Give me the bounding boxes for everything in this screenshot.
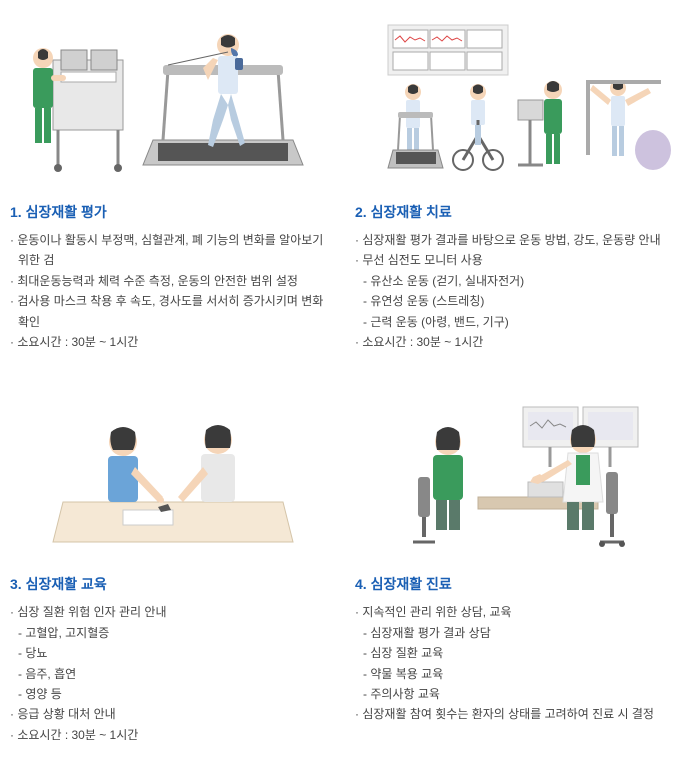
bullet-item: · 응급 상황 대처 안내 <box>10 704 335 724</box>
bullet-item: - 유연성 운동 (스트레칭) <box>355 291 680 311</box>
bullet-item: · 운동이나 활동시 부정맥, 심혈관계, 폐 기능의 변화를 알아보기 위한 … <box>10 230 335 271</box>
bullet-item: - 심장 질환 교육 <box>355 643 680 663</box>
bullet-list: · 심장재활 평가 결과를 바탕으로 운동 방법, 강도, 운동량 안내· 무선… <box>355 230 680 352</box>
bullet-list: · 지속적인 관리 위한 상담, 교육- 심장재활 평가 결과 상담- 심장 질… <box>355 602 680 724</box>
section-title: 4. 심장재활 진료 <box>355 574 680 594</box>
bullet-item: - 고혈압, 고지혈증 <box>10 623 335 643</box>
illustration-doctor-consultation <box>355 382 680 562</box>
bullet-item: - 근력 운동 (아령, 밴드, 기구) <box>355 312 680 332</box>
bullet-item: - 음주, 흡연 <box>10 664 335 684</box>
bullet-item: · 소요시간 : 30분 ~ 1시간 <box>355 332 680 352</box>
section-education: 3. 심장재활 교육 · 심장 질환 위험 인자 관리 안내- 고혈압, 고지혈… <box>10 382 335 745</box>
infographic-grid: 1. 심장재활 평가 · 운동이나 활동시 부정맥, 심혈관계, 폐 기능의 변… <box>10 10 680 745</box>
illustration-nurse-consultation <box>10 382 335 562</box>
bullet-item: · 지속적인 관리 위한 상담, 교육 <box>355 602 680 622</box>
section-title: 2. 심장재활 치료 <box>355 202 680 222</box>
section-clinic: 4. 심장재활 진료 · 지속적인 관리 위한 상담, 교육- 심장재활 평가 … <box>355 382 680 745</box>
bullet-item: - 영양 등 <box>10 684 335 704</box>
section-evaluation: 1. 심장재활 평가 · 운동이나 활동시 부정맥, 심혈관계, 폐 기능의 변… <box>10 10 335 352</box>
bullet-item: - 당뇨 <box>10 643 335 663</box>
bullet-item: - 약물 복용 교육 <box>355 664 680 684</box>
bullet-item: · 검사용 마스크 착용 후 속도, 경사도를 서서히 증가시키며 변화 확인 <box>10 291 335 332</box>
bullet-item: · 심장재활 참여 횟수는 환자의 상태를 고려하여 진료 시 결정 <box>355 704 680 724</box>
bullet-list: · 운동이나 활동시 부정맥, 심혈관계, 폐 기능의 변화를 알아보기 위한 … <box>10 230 335 352</box>
bullet-item: - 유산소 운동 (걷기, 실내자전거) <box>355 271 680 291</box>
illustration-treadmill-test <box>10 10 335 190</box>
section-title: 1. 심장재활 평가 <box>10 202 335 222</box>
bullet-item: · 소요시간 : 30분 ~ 1시간 <box>10 725 335 745</box>
bullet-item: · 심장재활 평가 결과를 바탕으로 운동 방법, 강도, 운동량 안내 <box>355 230 680 250</box>
bullet-list: · 심장 질환 위험 인자 관리 안내- 고혈압, 고지혈증- 당뇨- 음주, … <box>10 602 335 745</box>
bullet-item: - 주의사항 교육 <box>355 684 680 704</box>
section-title: 3. 심장재활 교육 <box>10 574 335 594</box>
bullet-item: - 심장재활 평가 결과 상담 <box>355 623 680 643</box>
bullet-item: · 소요시간 : 30분 ~ 1시간 <box>10 332 335 352</box>
bullet-item: · 심장 질환 위험 인자 관리 안내 <box>10 602 335 622</box>
illustration-exercise-room <box>355 10 680 190</box>
section-treatment: 2. 심장재활 치료 · 심장재활 평가 결과를 바탕으로 운동 방법, 강도,… <box>355 10 680 352</box>
bullet-item: · 무선 심전도 모니터 사용 <box>355 250 680 270</box>
bullet-item: · 최대운동능력과 체력 수준 측정, 운동의 안전한 범위 설정 <box>10 271 335 291</box>
